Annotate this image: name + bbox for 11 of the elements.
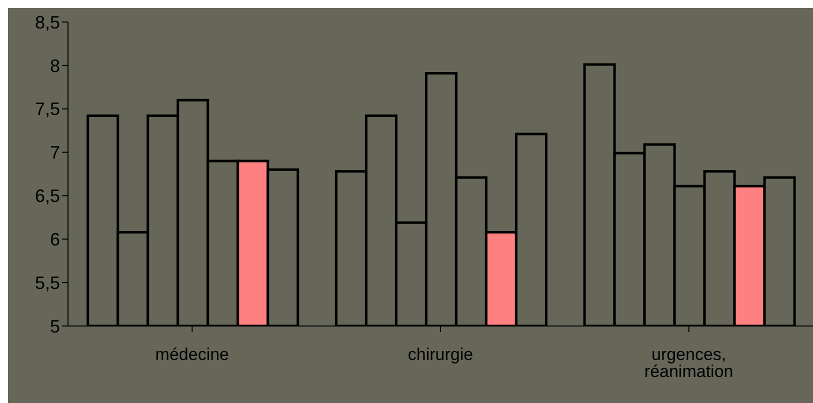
x-tick-label: médecine [155, 345, 230, 364]
y-tick-label: 8 [50, 56, 60, 76]
x-tick-label: urgences, réanimation [644, 345, 734, 382]
y-tick-label: 6,5 [34, 186, 60, 206]
y-tick-label: 7,5 [34, 99, 60, 120]
y-tick-label: 6 [50, 230, 60, 250]
y-tick-label: 8,5 [34, 12, 60, 32]
y-tick-label: 5 [50, 316, 60, 336]
x-tick-label: chirurgie [408, 345, 474, 364]
y-tick-label: 5,5 [34, 272, 60, 293]
y-tick-label: 7 [50, 142, 60, 163]
